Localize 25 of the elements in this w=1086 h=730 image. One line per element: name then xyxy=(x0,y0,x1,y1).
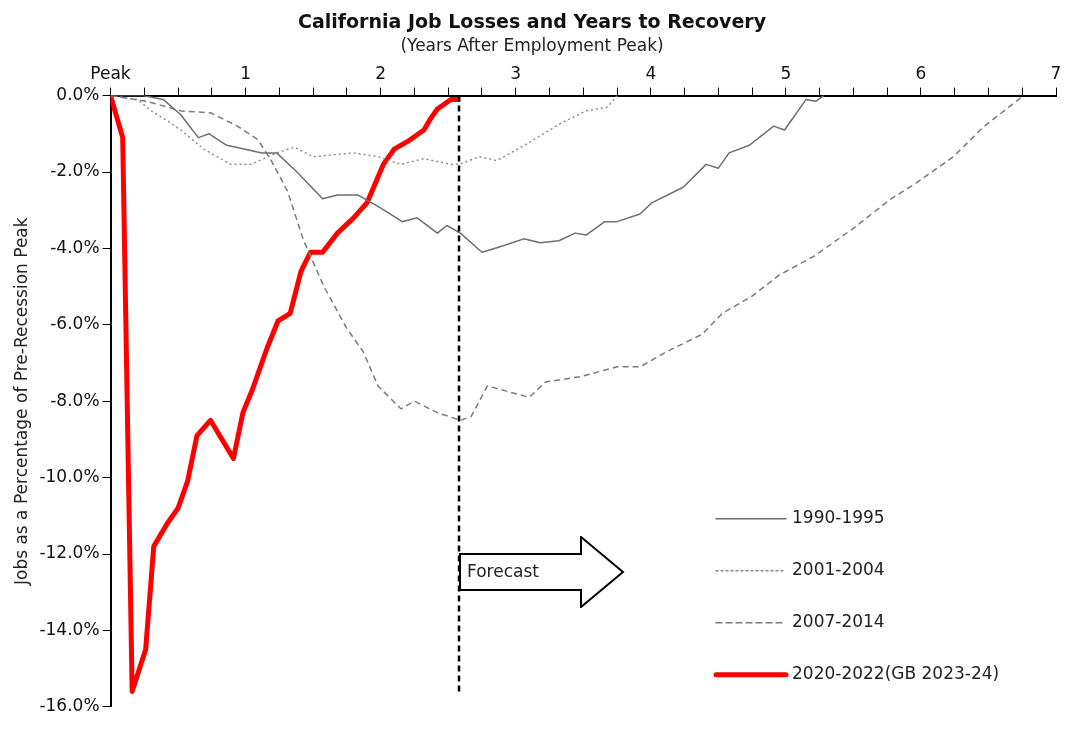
legend-label: 1990-1995 xyxy=(792,507,885,528)
y-tick-label: -4.0% xyxy=(50,236,100,257)
x-tick-label: 2 xyxy=(375,62,387,83)
y-tick-label: -14.0% xyxy=(39,618,100,639)
x-tick-label: 7 xyxy=(1050,62,1062,83)
x-tick-label: 1 xyxy=(240,62,252,83)
y-tick-label: -8.0% xyxy=(50,389,100,410)
x-tick-label: 5 xyxy=(780,62,792,83)
y-tick-label: 0.0% xyxy=(56,84,100,105)
x-tick-label: 4 xyxy=(645,62,657,83)
y-tick-label: -2.0% xyxy=(50,160,100,181)
legend-label: 2001-2004 xyxy=(792,559,885,580)
x-tick-label: 3 xyxy=(510,62,522,83)
y-tick-label: -16.0% xyxy=(39,695,100,716)
x-tick-label: 6 xyxy=(915,62,927,83)
y-tick-label: -6.0% xyxy=(50,313,100,334)
x-tick-label: Peak xyxy=(90,62,131,83)
chart-title: California Job Losses and Years to Recovery xyxy=(297,10,767,33)
y-tick-label: -10.0% xyxy=(39,466,100,487)
legend-label: 2007-2014 xyxy=(792,611,885,632)
legend-label: 2020-2022(GB 2023-24) xyxy=(792,663,1000,684)
y-axis-title: Jobs as a Percentage of Pre-Recession Peak xyxy=(10,217,31,587)
y-tick-label: -12.0% xyxy=(39,542,100,563)
chart-subtitle: (Years After Employment Peak) xyxy=(400,35,664,56)
ref-line-label: Forecast xyxy=(467,560,539,583)
